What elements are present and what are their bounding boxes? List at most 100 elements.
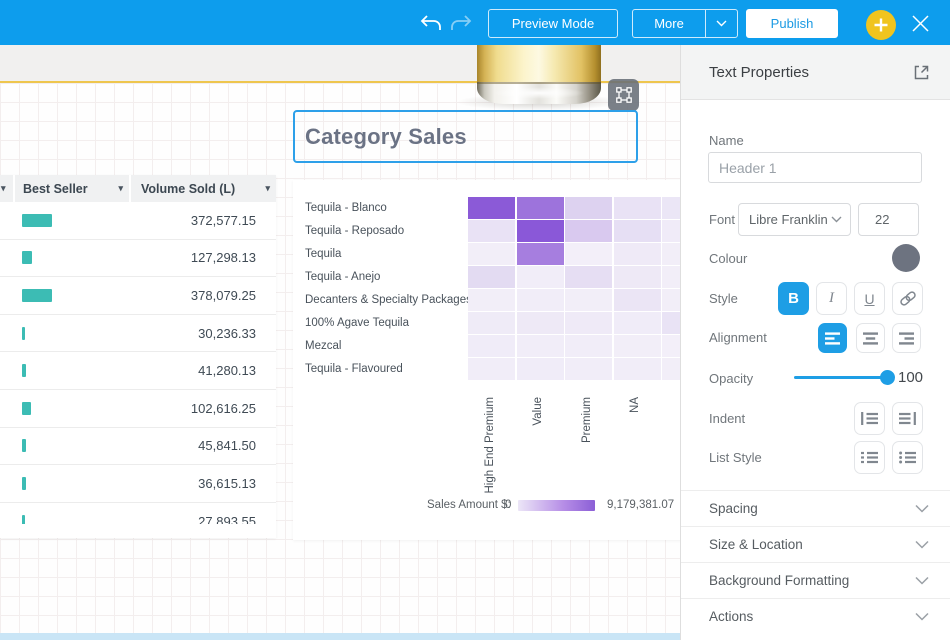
- italic-icon: I: [829, 290, 834, 306]
- close-button[interactable]: [906, 12, 934, 34]
- opacity-slider-knob[interactable]: [880, 370, 895, 385]
- plus-icon: [874, 18, 888, 32]
- panel-section[interactable]: Actions: [681, 598, 950, 634]
- more-dropdown-toggle[interactable]: [705, 10, 737, 37]
- table-widget[interactable]: ▾ Best Seller ▾ Volume Sold (L) ▾ 372,57…: [0, 175, 276, 538]
- table-col-partial[interactable]: ▾: [0, 175, 13, 202]
- colour-swatch[interactable]: [892, 244, 920, 272]
- volume-value: 378,079.25: [190, 287, 256, 303]
- undo-icon[interactable]: [418, 12, 444, 33]
- chevron-down-icon: [915, 612, 929, 621]
- table-body: 372,577.15 127,298.13 378,079.25 30,236.33 4…: [0, 202, 276, 524]
- heatmap-cell: [613, 312, 661, 334]
- chevron-down-icon: [915, 576, 929, 585]
- column-menu-icon[interactable]: ▾: [118, 183, 123, 193]
- align-center-button[interactable]: [856, 323, 885, 353]
- expand-panel-icon[interactable]: [912, 63, 931, 82]
- link-button[interactable]: [892, 282, 923, 315]
- opacity-slider[interactable]: [794, 376, 891, 379]
- indent-decrease-button[interactable]: [854, 402, 885, 435]
- column-menu-icon[interactable]: ▾: [1, 183, 6, 193]
- name-input[interactable]: Header 1: [708, 152, 922, 183]
- heatmap-cell: [516, 312, 564, 334]
- selected-text-widget[interactable]: Category Sales: [293, 110, 638, 163]
- alignment-label: Alignment: [709, 330, 767, 345]
- heatmap-cell: [613, 335, 661, 357]
- volume-value: 41,280.13: [198, 363, 256, 379]
- section-title: Spacing: [709, 501, 758, 516]
- volume-bar: [22, 213, 52, 227]
- volume-value: 30,236.33: [198, 325, 256, 341]
- underline-button[interactable]: U: [854, 282, 885, 315]
- publish-button[interactable]: Publish: [746, 9, 838, 38]
- table-row: 372,577.15: [0, 202, 276, 240]
- heatmap-row-labels: Tequila - Blanco Tequila - Reposado Tequil…: [305, 197, 472, 381]
- list-numbered-button[interactable]: [854, 441, 885, 474]
- preview-mode-button[interactable]: Preview Mode: [488, 9, 618, 38]
- bottle-image[interactable]: [453, 45, 625, 111]
- bottle-base: [477, 82, 601, 104]
- list-bullet-button[interactable]: [892, 441, 923, 474]
- font-family-select[interactable]: Libre Franklin: [738, 203, 851, 236]
- dashboard-canvas[interactable]: Category Sales ▾ Best Seller ▾ Volume So…: [0, 45, 680, 640]
- section-title: Background Formatting: [709, 573, 850, 588]
- more-button[interactable]: More: [632, 9, 738, 38]
- indent-increase-button[interactable]: [892, 402, 923, 435]
- column-label: Volume Sold (L): [141, 181, 236, 196]
- bold-button[interactable]: B: [778, 282, 809, 315]
- italic-button[interactable]: I: [816, 282, 847, 315]
- panel-section[interactable]: Spacing: [681, 490, 950, 526]
- transform-icon: [615, 87, 632, 103]
- chevron-down-icon: [831, 216, 842, 223]
- legend-gradient-bar: [518, 500, 595, 511]
- more-label: More: [654, 16, 684, 31]
- table-row: 30,236.33: [0, 315, 276, 353]
- volume-bar: [22, 251, 32, 265]
- heatmap-cell: [516, 197, 564, 219]
- heatmap-cell: [516, 220, 564, 242]
- panel-section[interactable]: Background Formatting: [681, 562, 950, 598]
- heatmap-widget[interactable]: Tequila - Blanco Tequila - Reposado Tequil…: [293, 180, 680, 540]
- heatmap-row-label: Tequila - Blanco: [305, 202, 387, 214]
- align-left-button[interactable]: [818, 323, 847, 353]
- heatmap-cell: [565, 289, 612, 311]
- transform-widget-button[interactable]: [608, 79, 639, 111]
- heatmap-cell: [565, 312, 612, 334]
- table-col-best-seller[interactable]: Best Seller ▾: [15, 175, 129, 202]
- bottle-body: [477, 45, 601, 83]
- table-col-volume-sold[interactable]: Volume Sold (L) ▾: [131, 175, 276, 202]
- align-right-button[interactable]: [892, 323, 921, 353]
- font-size-input[interactable]: 22: [858, 203, 919, 236]
- heatmap-cell: [468, 358, 515, 380]
- top-toolbar: Preview Mode More Publish: [0, 0, 950, 45]
- table-row: 45,841.50: [0, 428, 276, 466]
- heatmap-cell: [662, 197, 680, 219]
- table-row: 27,893.55: [0, 503, 276, 524]
- section-title: Size & Location: [709, 537, 803, 552]
- add-button[interactable]: [866, 10, 896, 40]
- table-row: 127,298.13: [0, 240, 276, 278]
- heatmap-cell: [662, 243, 680, 265]
- redo-icon[interactable]: [448, 12, 474, 33]
- link-icon: [899, 291, 916, 306]
- heatmap-cell: [662, 358, 680, 380]
- heatmap-col-label: NA: [629, 397, 641, 413]
- heatmap-row-label: Tequila: [305, 248, 342, 260]
- font-size-value: 22: [875, 212, 890, 227]
- heatmap-cell: [565, 335, 612, 357]
- preview-mode-label: Preview Mode: [511, 16, 595, 31]
- table-header: ▾ Best Seller ▾ Volume Sold (L) ▾: [0, 175, 276, 202]
- heatmap-row-label: Tequila - Reposado: [305, 225, 405, 237]
- heatmap-cell: [662, 335, 680, 357]
- heatmap-cell: [662, 266, 680, 288]
- volume-bar: [22, 476, 26, 490]
- heatmap-legend: Sales Amount $: 0 9,179,381.07: [293, 496, 680, 516]
- heatmap-cell: [468, 335, 515, 357]
- column-menu-icon[interactable]: ▾: [265, 183, 270, 193]
- heatmap-col-label: High End Premium: [483, 397, 496, 494]
- heatmap-cell: [613, 220, 661, 242]
- table-row: 41,280.13: [0, 352, 276, 390]
- panel-section[interactable]: Size & Location: [681, 526, 950, 562]
- heatmap-cell: [516, 335, 564, 357]
- opacity-label: Opacity: [709, 371, 754, 386]
